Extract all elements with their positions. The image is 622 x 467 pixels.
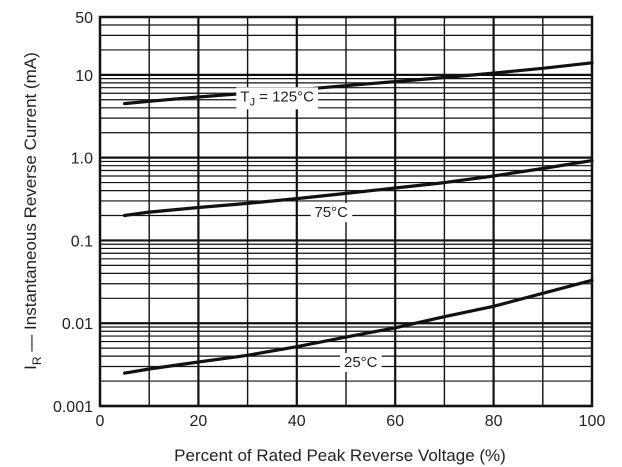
- x-tick-label: 0: [96, 413, 105, 430]
- y-tick-label: 50: [75, 10, 93, 27]
- series-label-bg: [310, 203, 353, 223]
- y-tick-label: 0.001: [53, 399, 93, 416]
- series-label-0: TJ = 125°C: [236, 87, 319, 110]
- y-axis-title-text: — Instantaneous Reverse Current (mA): [21, 52, 40, 356]
- y-tick-label: 0.01: [62, 316, 93, 333]
- plot-frame: [98, 15, 594, 408]
- grid: [100, 16, 592, 408]
- x-tick-label: 40: [288, 413, 306, 430]
- x-tick-labels: 0 20 40 60 80 100: [96, 413, 606, 430]
- y-axis-title-symbol: I: [21, 365, 40, 370]
- y-axis-title: IR — Instantaneous Reverse Current (mA): [21, 52, 44, 370]
- series-label-bg: [340, 353, 382, 373]
- y-tick-labels: 0.001 0.01 0.1 1.0 10 50: [53, 10, 93, 416]
- series-labels: TJ = 125°C 75°C 25°C: [236, 87, 382, 373]
- y-tick-label: 10: [75, 68, 93, 85]
- series-label-rest: 25°C: [344, 354, 378, 371]
- series-label-bg: [236, 87, 319, 110]
- series-label-sub: J: [249, 96, 255, 108]
- x-tick-label: 80: [485, 413, 503, 430]
- series-label-rest: = 125°C: [255, 88, 314, 105]
- series-label-text: 75°C: [314, 204, 348, 221]
- series-label-prefix: T: [240, 88, 249, 105]
- series-label-2: 25°C: [340, 353, 382, 373]
- series-line-2: [122, 278, 594, 375]
- y-tick-label: 0.1: [71, 233, 93, 250]
- series-line-0: [122, 61, 594, 106]
- x-tick-label: 100: [579, 413, 606, 430]
- series-line-1: [122, 159, 594, 218]
- series-label-1: 75°C: [310, 203, 353, 223]
- series-label-rest: 75°C: [314, 204, 348, 221]
- y-axis-title-subscript: R: [30, 356, 44, 365]
- series-lines: [122, 61, 594, 375]
- y-tick-label: 1.0: [71, 151, 93, 168]
- x-axis-title: Percent of Rated Peak Reverse Voltage (%…: [174, 446, 506, 465]
- x-tick-label: 20: [190, 413, 208, 430]
- x-tick-label: 60: [386, 413, 404, 430]
- series-label-text: 25°C: [344, 354, 378, 371]
- series-label-text: TJ = 125°C: [240, 88, 314, 108]
